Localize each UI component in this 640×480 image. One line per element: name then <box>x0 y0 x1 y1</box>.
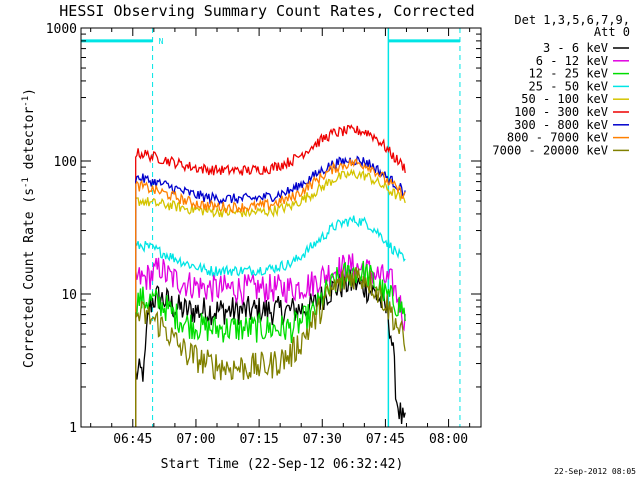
legend-label: 3 - 6 keV <box>543 41 608 55</box>
series-line <box>135 267 406 427</box>
plot-area: N <box>81 28 461 427</box>
y-tick-label: 10 <box>61 288 77 303</box>
legend-header-line-1: Det 1,3,5,6,7,9, <box>514 13 630 27</box>
series-line <box>135 124 406 427</box>
legend-label: 7000 - 20000 keV <box>492 143 608 157</box>
chart-title: HESSI Observing Summary Count Rates, Cor… <box>59 2 474 20</box>
x-axis-label: Start Time (22-Sep-12 06:32:42) <box>161 457 404 472</box>
legend-label: 800 - 7000 keV <box>507 131 608 145</box>
y-axis-label-sup2: -1 <box>21 96 31 107</box>
series-line <box>135 155 406 427</box>
night-markers: N <box>81 28 461 427</box>
legend-label: 25 - 50 keV <box>529 79 608 93</box>
y-axis-label: Corrected Count Rate (s-1 detector-1) <box>21 88 37 368</box>
x-tick-label: 07:45 <box>366 432 405 447</box>
y-axis-label-mid: detector <box>22 107 37 178</box>
y-axis-label-end: ) <box>22 88 37 96</box>
series-line <box>135 253 406 427</box>
legend-label: 6 - 12 keV <box>536 54 608 68</box>
x-tick-label: 08:00 <box>429 432 468 447</box>
x-tick-label: 07:00 <box>176 432 215 447</box>
y-tick-label: 1 <box>69 421 77 436</box>
y-tick-label: 100 <box>54 155 77 170</box>
legend-label: 100 - 300 keV <box>514 105 608 119</box>
legend-label: 300 - 800 keV <box>514 118 608 132</box>
y-axis: 1 10 100 1000 <box>46 22 481 436</box>
series-line <box>135 215 406 427</box>
y-axis-label-sup1: -1 <box>21 177 31 188</box>
series-line <box>135 158 406 427</box>
y-axis-label-main: Corrected Count Rate (s <box>22 188 37 368</box>
series-line <box>135 269 406 427</box>
y-tick-label: 1000 <box>46 22 77 37</box>
timestamp: 22-Sep-2012 08:05 <box>554 467 636 476</box>
x-tick-label: 07:30 <box>303 432 342 447</box>
night-label: N <box>159 37 164 46</box>
x-axis: 06:45 07:00 07:15 07:30 07:45 08:00 <box>90 28 471 447</box>
legend-label: 50 - 100 keV <box>521 92 608 106</box>
legend-header-line-2: Att 0 <box>594 25 630 39</box>
x-tick-label: 06:45 <box>113 432 152 447</box>
x-tick-label: 07:15 <box>240 432 279 447</box>
series-line <box>135 260 406 427</box>
legend-label: 12 - 25 keV <box>529 67 608 81</box>
plot-frame <box>80 27 482 428</box>
series-lines <box>135 124 406 427</box>
